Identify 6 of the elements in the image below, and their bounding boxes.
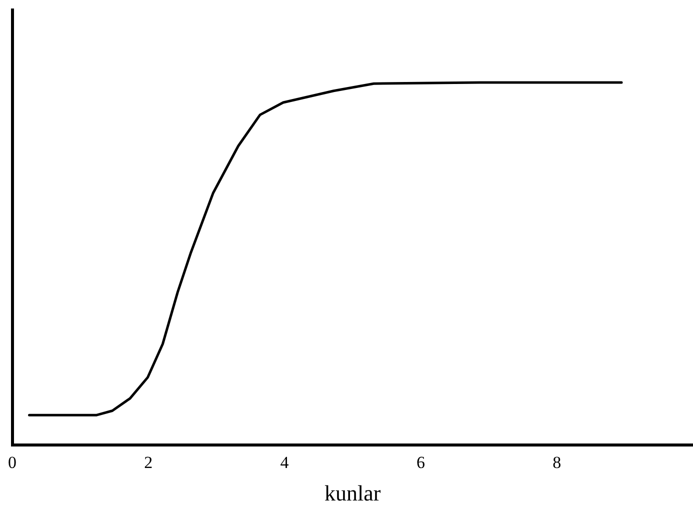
x-tick-label: 0 — [8, 452, 16, 472]
x-tick-label: 6 — [416, 452, 425, 472]
x-tick-label: 8 — [552, 452, 562, 472]
x-tick-label: 4 — [280, 452, 290, 472]
x-axis-title: kunlar — [324, 480, 382, 506]
x-tick-label: 2 — [144, 452, 153, 472]
